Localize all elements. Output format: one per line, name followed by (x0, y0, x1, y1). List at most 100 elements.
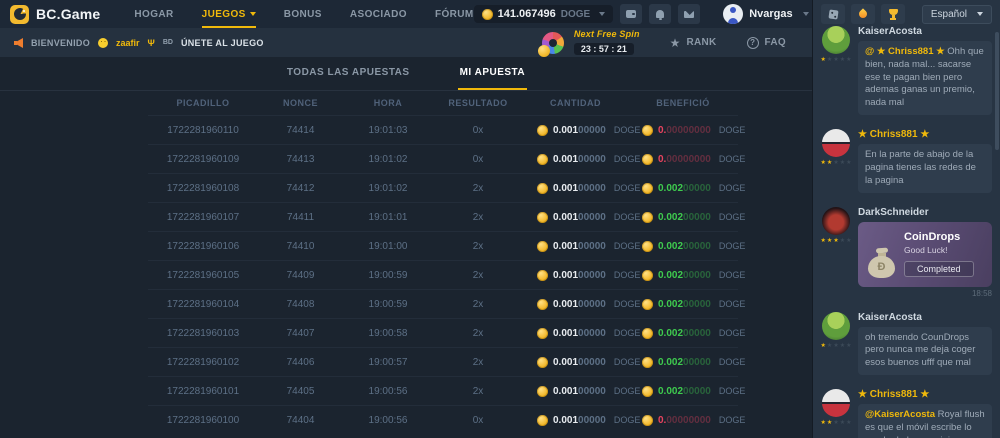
join-game-label[interactable]: ÚNETE AL JUEGO (180, 37, 264, 48)
currency-label: DOGE (613, 328, 641, 338)
table-row[interactable]: 1722281960101 74405 19:00:56 2x 0.001000… (148, 376, 745, 405)
currency-label: DOGE (718, 125, 746, 135)
doge-coin-icon (642, 153, 653, 165)
money-bag-icon: Ð (868, 247, 895, 278)
doge-coin-icon (537, 182, 548, 194)
chat-scrollbar[interactable] (995, 32, 999, 150)
bet-nonce: 74413 (286, 153, 315, 165)
currency-label: DOGE (613, 154, 641, 164)
messages-button[interactable] (678, 4, 701, 24)
tab-all-bets[interactable]: TODAS LAS APUESTAS (286, 67, 410, 78)
hot-games-button[interactable] (851, 4, 875, 24)
chat-bubble-wrap: oh tremendo CounDrops pero nunca me deja… (858, 326, 992, 375)
main-nav: HOGAR JUEGOS BONUS ASOCIADO FÓRUM (134, 0, 473, 28)
avatar[interactable] (822, 206, 850, 235)
chat-bubble-wrap: En la parte de abajo de la pagina tienes… (858, 144, 992, 193)
chat-username[interactable]: DarkSchneider (858, 206, 929, 218)
table-row[interactable]: 1722281960108 74412 19:01:02 2x 0.001000… (148, 173, 745, 202)
col-amount: CANTIDAD (550, 98, 601, 108)
table-row[interactable]: 1722281960106 74410 19:01:00 2x 0.001000… (148, 231, 745, 260)
bet-result: 0x (472, 414, 484, 426)
bet-result: 2x (472, 356, 484, 368)
coindrops-title: CoinDrops (904, 230, 961, 243)
chat-message: ★ ★ ★ ★ ★ ★ Chriss881 ★ En la parte de abajo… (821, 129, 992, 197)
nav-item[interactable]: FÓRUM (434, 8, 474, 20)
faq-link[interactable]: ? FAQ (746, 36, 786, 49)
mention-link[interactable]: @ ★ Chriss881 ★ (865, 46, 948, 57)
tab-my-bets[interactable]: MI APUESTA (457, 57, 528, 90)
bets-feed-button[interactable] (821, 4, 845, 24)
chat-message-body: ★ Chriss881 ★ En la parte de abajo de la… (858, 129, 992, 197)
table-row[interactable]: 1722281960105 74409 19:00:59 2x 0.001000… (148, 260, 745, 289)
coindrops-card[interactable]: Ð CoinDrops Good Luck! Completed (858, 221, 992, 287)
user-level-stars: ★ ★ ★ ★ ★ (820, 237, 852, 244)
bet-nonce: 74404 (286, 414, 315, 426)
avatar[interactable] (822, 311, 850, 340)
doge-coin-icon (481, 8, 493, 20)
bcgame-logo-icon[interactable] (10, 4, 29, 24)
rank-link[interactable]: ★ RANK (670, 37, 717, 49)
bet-time: 19:01:03 (368, 124, 408, 136)
language-selector[interactable]: Español (921, 4, 992, 24)
bet-hash: 1722281960109 (166, 153, 240, 165)
leaderboard-button[interactable] (881, 4, 905, 24)
avatar[interactable] (822, 26, 850, 54)
balance-selector[interactable]: 141.067496 DOGE (473, 5, 614, 23)
doge-coin-icon (537, 414, 548, 426)
dice-icon (827, 8, 839, 20)
chevron-down-icon (802, 12, 809, 16)
nav-item[interactable]: JUEGOS (201, 0, 256, 28)
coindrops-subtitle: Good Luck! (904, 244, 948, 255)
nav-item[interactable]: BONUS (283, 8, 322, 20)
nav-item[interactable]: HOGAR (134, 8, 174, 20)
user-level-stars: ★ ★ ★ ★ ★ (820, 419, 852, 426)
bet-time: 19:01:00 (368, 240, 408, 252)
avatar[interactable] (822, 388, 850, 417)
bets-table-body: 1722281960110 74414 19:01:03 0x 0.001000… (148, 115, 745, 434)
wallet-button[interactable] (620, 4, 643, 24)
bets-tabs: TODAS LAS APUESTAS MI APUESTA (0, 57, 812, 91)
table-row[interactable]: 1722281960104 74408 19:00:59 2x 0.001000… (148, 289, 745, 318)
main-column: BC.Game HOGAR JUEGOS BONUS ASOCIADO FÓRU… (0, 0, 812, 438)
top-right-cluster: 141.067496 DOGE Nvargas (473, 4, 838, 24)
welcome-label: BIENVENIDO (31, 37, 91, 48)
bets-table: PICADILLO NONCE HORA RESULTADO CANTIDAD … (148, 91, 745, 434)
table-row[interactable]: 1722281960109 74413 19:01:02 0x 0.001000… (148, 144, 745, 173)
notifications-button[interactable] (649, 4, 672, 24)
table-row[interactable]: 1722281960107 74411 19:01:01 2x 0.001000… (148, 202, 745, 231)
doge-coin-icon (537, 211, 548, 223)
doge-coin-icon (537, 153, 548, 165)
mention-link[interactable]: @KaiserAcosta (865, 408, 938, 420)
nav-item[interactable]: ASOCIADO (349, 8, 407, 20)
table-row[interactable]: 1722281960102 74406 19:00:57 2x 0.001000… (148, 347, 745, 376)
doge-coin-icon (642, 356, 653, 368)
chat-username[interactable]: KaiserAcosta (858, 311, 922, 323)
welcome-username[interactable]: zaafir (116, 37, 140, 48)
balance-amount: 141.067496 (497, 8, 556, 20)
currency-label: DOGE (718, 386, 746, 396)
currency-label: DOGE (613, 299, 641, 309)
free-spin-widget[interactable]: Next Free Spin 23 : 57 : 21 (537, 29, 640, 57)
avatar[interactable] (822, 129, 850, 158)
chat-username[interactable]: ★ Chriss881 ★ (858, 129, 930, 141)
chat-message-meta: ★ ★ ★ ★ ★ (820, 388, 852, 438)
user-menu[interactable]: Nvargas (723, 4, 809, 24)
coindrops-completed-button[interactable]: Completed (904, 260, 974, 277)
bet-result: 2x (472, 240, 484, 252)
banner-right-cluster: Next Free Spin 23 : 57 : 21 ★ RANK ? FAQ (537, 29, 798, 57)
doge-coin-icon (537, 269, 548, 281)
currency-label: DOGE (718, 154, 746, 164)
top-nav: BC.Game HOGAR JUEGOS BONUS ASOCIADO FÓRU… (0, 0, 838, 28)
chat-username[interactable]: KaiserAcosta (858, 26, 922, 37)
table-row[interactable]: 1722281960100 74404 19:00:56 0x 0.001000… (148, 405, 745, 434)
chat-username[interactable]: ★ Chriss881 ★ (858, 388, 930, 400)
brand-name[interactable]: BC.Game (36, 6, 101, 22)
coindrops-card-wrap: Ð CoinDrops Good Luck! Completed 18:58 (858, 221, 992, 298)
col-time: HORA (373, 98, 403, 108)
chat-bubble: @KaiserAcosta Royal flush es que el móvi… (858, 403, 992, 438)
table-row[interactable]: 1722281960103 74407 19:00:58 2x 0.001000… (148, 318, 745, 347)
chevron-down-icon (977, 12, 983, 16)
chat-message-meta: ★ ★ ★ ★ ★ (821, 311, 851, 380)
bell-icon (656, 10, 665, 20)
table-row[interactable]: 1722281960110 74414 19:01:03 0x 0.001000… (148, 115, 745, 144)
